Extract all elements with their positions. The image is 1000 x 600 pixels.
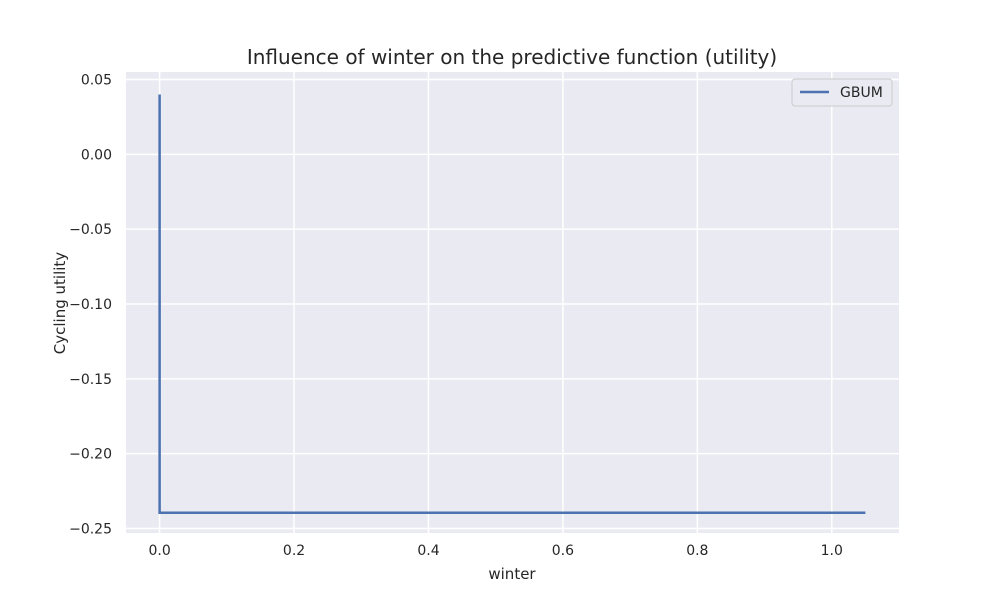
y-tick-label: −0.15 <box>69 372 112 388</box>
x-tick-label: 0.0 <box>148 543 170 559</box>
y-tick-label: 0.00 <box>81 147 112 163</box>
y-tick-label: −0.05 <box>69 222 112 238</box>
y-tick-label: −0.25 <box>69 522 112 538</box>
x-axis-label: winter <box>488 565 536 583</box>
y-tick-label: 0.05 <box>81 72 112 88</box>
x-tick-label: 0.4 <box>417 543 439 559</box>
plot-area <box>126 72 899 533</box>
legend-box <box>791 78 893 107</box>
y-axis-ticks: 0.05 0.00 −0.05 −0.10 −0.15 −0.20 −0.25 <box>69 72 112 537</box>
legend-label-gbum: GBUM <box>840 85 883 101</box>
x-tick-label: 0.6 <box>552 543 574 559</box>
y-gridlines <box>126 78 899 530</box>
series-layer <box>158 94 866 515</box>
x-tick-label: 0.8 <box>686 543 708 559</box>
y-tick-label: −0.10 <box>69 297 112 313</box>
legend: GBUM <box>791 78 893 107</box>
series-line-gbum <box>158 94 866 515</box>
chart-title: Influence of winter on the predictive fu… <box>247 45 777 69</box>
y-axis-label: Cycling utility <box>51 252 69 355</box>
x-axis-ticks: 0.0 0.2 0.4 0.6 0.8 1.0 <box>148 543 842 559</box>
x-tick-label: 0.2 <box>283 543 305 559</box>
y-tick-label: −0.20 <box>69 447 112 463</box>
x-tick-label: 1.0 <box>821 543 843 559</box>
